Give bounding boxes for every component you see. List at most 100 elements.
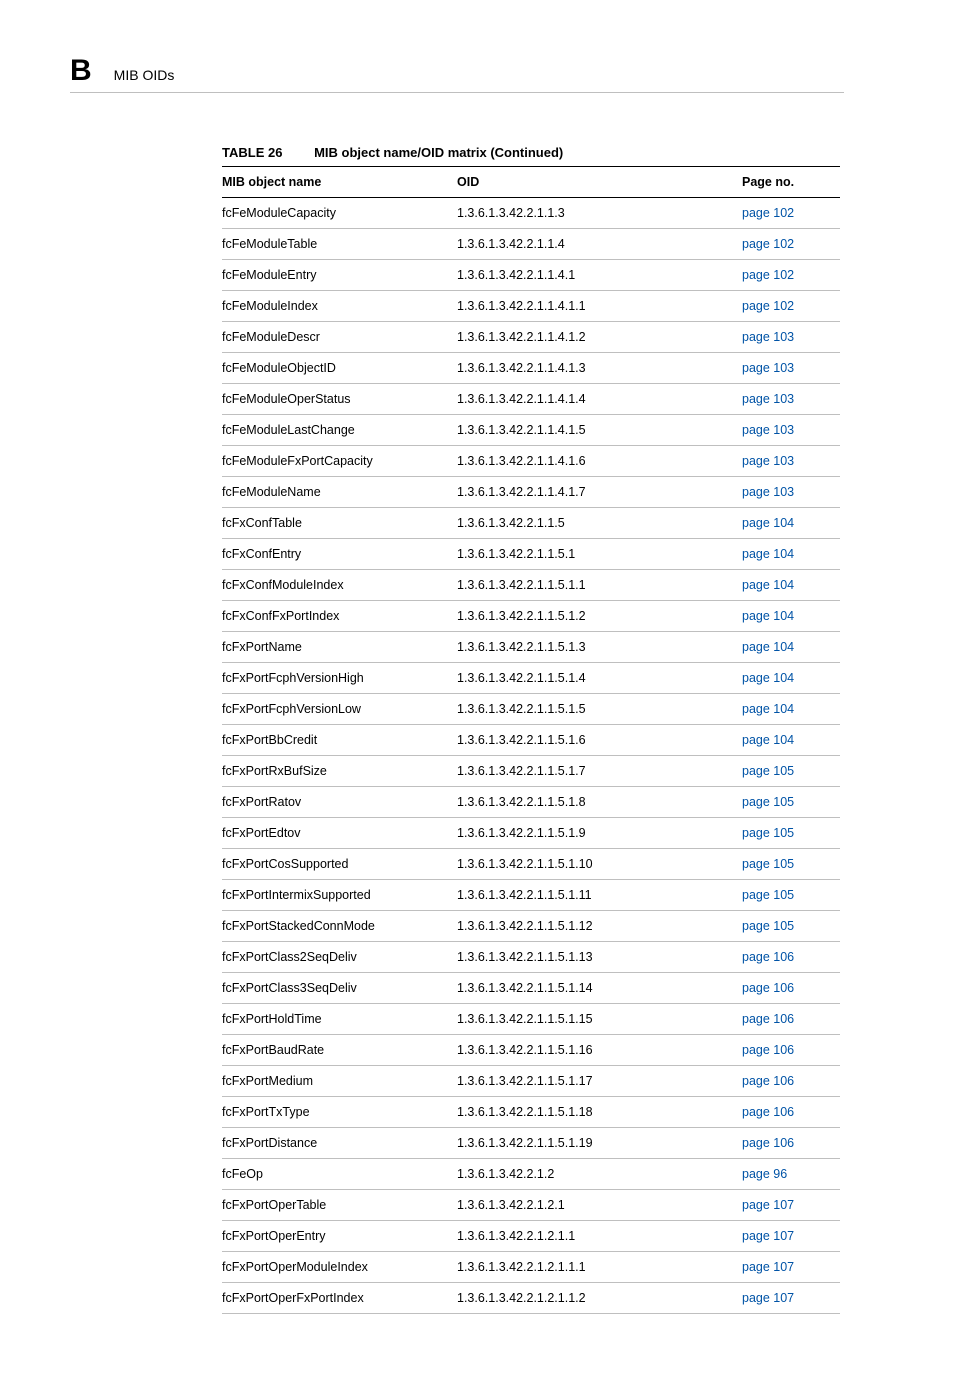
page-link[interactable]: page 104 (742, 609, 794, 623)
cell-mib-name: fcFeOp (222, 1159, 457, 1190)
cell-page: page 106 (742, 973, 840, 1004)
cell-mib-name: fcFxConfModuleIndex (222, 570, 457, 601)
cell-oid: 1.3.6.1.3.42.2.1.1.5.1.11 (457, 880, 742, 911)
table-row: fcFeModuleCapacity1.3.6.1.3.42.2.1.1.3pa… (222, 198, 840, 229)
cell-oid: 1.3.6.1.3.42.2.1.2 (457, 1159, 742, 1190)
page-link[interactable]: page 106 (742, 1012, 794, 1026)
cell-oid: 1.3.6.1.3.42.2.1.1.5.1.3 (457, 632, 742, 663)
cell-oid: 1.3.6.1.3.42.2.1.1.5.1 (457, 539, 742, 570)
page-link[interactable]: page 105 (742, 919, 794, 933)
cell-page: page 104 (742, 632, 840, 663)
page-link[interactable]: page 103 (742, 454, 794, 468)
cell-mib-name: fcFeModuleCapacity (222, 198, 457, 229)
page-link[interactable]: page 104 (742, 516, 794, 530)
page-link[interactable]: page 104 (742, 733, 794, 747)
table-row: fcFxPortFcphVersionLow1.3.6.1.3.42.2.1.1… (222, 694, 840, 725)
cell-page: page 106 (742, 1128, 840, 1159)
page-link[interactable]: page 103 (742, 330, 794, 344)
cell-page: page 104 (742, 508, 840, 539)
cell-oid: 1.3.6.1.3.42.2.1.2.1 (457, 1190, 742, 1221)
cell-mib-name: fcFxPortOperEntry (222, 1221, 457, 1252)
cell-page: page 107 (742, 1252, 840, 1283)
table-row: fcFxPortDistance1.3.6.1.3.42.2.1.1.5.1.1… (222, 1128, 840, 1159)
cell-mib-name: fcFxConfFxPortIndex (222, 601, 457, 632)
page-link[interactable]: page 105 (742, 857, 794, 871)
cell-page: page 104 (742, 539, 840, 570)
header-divider (70, 92, 844, 93)
page-link[interactable]: page 105 (742, 764, 794, 778)
page-link[interactable]: page 104 (742, 671, 794, 685)
page-link[interactable]: page 102 (742, 237, 794, 251)
cell-oid: 1.3.6.1.3.42.2.1.1.5.1.7 (457, 756, 742, 787)
table-title: MIB object name/OID matrix (Continued) (314, 145, 563, 160)
cell-page: page 105 (742, 756, 840, 787)
table-caption: TABLE 26 MIB object name/OID matrix (Con… (222, 145, 844, 160)
running-title: MIB OIDs (114, 67, 175, 83)
cell-oid: 1.3.6.1.3.42.2.1.1.3 (457, 198, 742, 229)
cell-oid: 1.3.6.1.3.42.2.1.1.5.1.9 (457, 818, 742, 849)
cell-mib-name: fcFeModuleName (222, 477, 457, 508)
page-link[interactable]: page 107 (742, 1229, 794, 1243)
table-row: fcFeModuleObjectID1.3.6.1.3.42.2.1.1.4.1… (222, 353, 840, 384)
page-link[interactable]: page 106 (742, 1105, 794, 1119)
table-label: TABLE 26 (222, 145, 282, 160)
cell-page: page 106 (742, 1097, 840, 1128)
page-link[interactable]: page 107 (742, 1291, 794, 1305)
cell-page: page 104 (742, 570, 840, 601)
cell-page: page 104 (742, 725, 840, 756)
cell-mib-name: fcFxPortOperModuleIndex (222, 1252, 457, 1283)
cell-page: page 106 (742, 1035, 840, 1066)
page-link[interactable]: page 103 (742, 485, 794, 499)
page-link[interactable]: page 106 (742, 1043, 794, 1057)
page-link[interactable]: page 103 (742, 392, 794, 406)
document-page: B MIB OIDs TABLE 26 MIB object name/OID … (0, 0, 954, 1394)
page-link[interactable]: page 104 (742, 578, 794, 592)
cell-page: page 103 (742, 384, 840, 415)
cell-page: page 105 (742, 787, 840, 818)
page-link[interactable]: page 105 (742, 888, 794, 902)
cell-page: page 105 (742, 818, 840, 849)
page-link[interactable]: page 102 (742, 299, 794, 313)
appendix-letter: B (70, 56, 92, 86)
table-row: fcFxPortMedium1.3.6.1.3.42.2.1.1.5.1.17p… (222, 1066, 840, 1097)
page-link[interactable]: page 105 (742, 826, 794, 840)
cell-page: page 102 (742, 291, 840, 322)
page-link[interactable]: page 105 (742, 795, 794, 809)
table-row: fcFeModuleDescr1.3.6.1.3.42.2.1.1.4.1.2p… (222, 322, 840, 353)
page-link[interactable]: page 102 (742, 206, 794, 220)
page-link[interactable]: page 102 (742, 268, 794, 282)
cell-page: page 102 (742, 229, 840, 260)
page-link[interactable]: page 107 (742, 1260, 794, 1274)
page-link[interactable]: page 106 (742, 1136, 794, 1150)
cell-mib-name: fcFeModuleIndex (222, 291, 457, 322)
table-row: fcFxConfTable1.3.6.1.3.42.2.1.1.5page 10… (222, 508, 840, 539)
cell-mib-name: fcFxPortOperFxPortIndex (222, 1283, 457, 1314)
cell-page: page 103 (742, 446, 840, 477)
table-row: fcFeModuleTable1.3.6.1.3.42.2.1.1.4page … (222, 229, 840, 260)
page-link[interactable]: page 103 (742, 423, 794, 437)
cell-mib-name: fcFxPortIntermixSupported (222, 880, 457, 911)
page-link[interactable]: page 104 (742, 547, 794, 561)
cell-oid: 1.3.6.1.3.42.2.1.1.5.1.8 (457, 787, 742, 818)
cell-mib-name: fcFeModuleEntry (222, 260, 457, 291)
cell-oid: 1.3.6.1.3.42.2.1.1.5.1.10 (457, 849, 742, 880)
cell-oid: 1.3.6.1.3.42.2.1.1.5.1.1 (457, 570, 742, 601)
table-row: fcFxPortClass2SeqDeliv1.3.6.1.3.42.2.1.1… (222, 942, 840, 973)
table-row: fcFeModuleIndex1.3.6.1.3.42.2.1.1.4.1.1p… (222, 291, 840, 322)
cell-oid: 1.3.6.1.3.42.2.1.1.5.1.19 (457, 1128, 742, 1159)
table-row: fcFxPortStackedConnMode1.3.6.1.3.42.2.1.… (222, 911, 840, 942)
page-link[interactable]: page 103 (742, 361, 794, 375)
cell-mib-name: fcFxPortRatov (222, 787, 457, 818)
page-link[interactable]: page 106 (742, 950, 794, 964)
page-link[interactable]: page 104 (742, 640, 794, 654)
page-link[interactable]: page 106 (742, 1074, 794, 1088)
table-row: fcFxPortOperTable1.3.6.1.3.42.2.1.2.1pag… (222, 1190, 840, 1221)
page-link[interactable]: page 106 (742, 981, 794, 995)
page-link[interactable]: page 107 (742, 1198, 794, 1212)
cell-oid: 1.3.6.1.3.42.2.1.1.5.1.4 (457, 663, 742, 694)
table-row: fcFeModuleOperStatus1.3.6.1.3.42.2.1.1.4… (222, 384, 840, 415)
cell-mib-name: fcFeModuleObjectID (222, 353, 457, 384)
page-link[interactable]: page 96 (742, 1167, 787, 1181)
page-link[interactable]: page 104 (742, 702, 794, 716)
cell-mib-name: fcFxPortBbCredit (222, 725, 457, 756)
